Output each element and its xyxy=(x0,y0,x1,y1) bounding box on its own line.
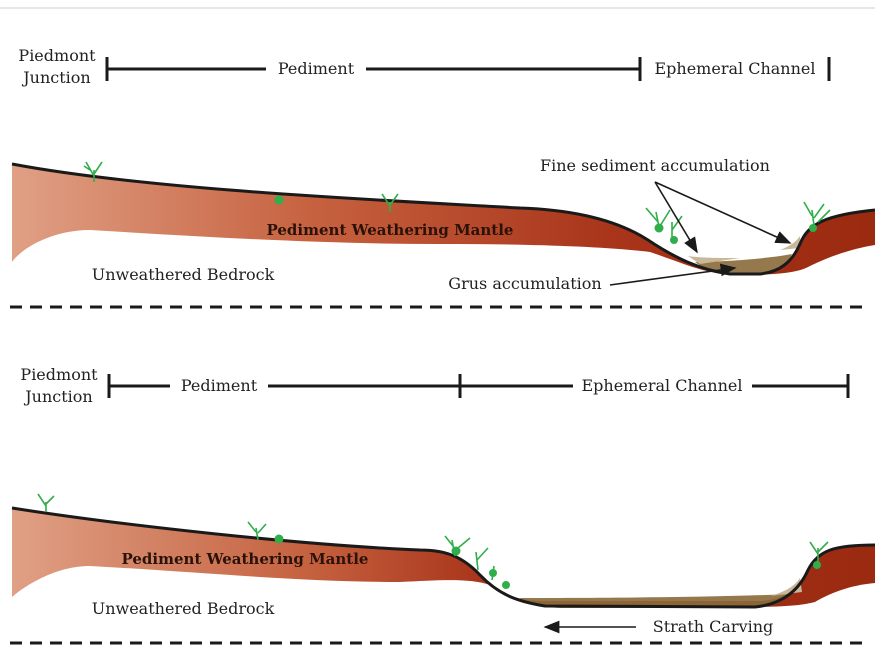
mantle-label-2: Pediment Weathering Mantle xyxy=(122,550,369,568)
ephemeral-channel-label: Ephemeral Channel xyxy=(654,59,815,78)
weathering-mantle-2 xyxy=(12,508,875,608)
shrub-icon xyxy=(83,161,831,240)
bush-icon xyxy=(274,195,817,244)
ephemeral-channel-label: Ephemeral Channel xyxy=(581,376,742,395)
cross-section-1: Pediment Weathering Mantle Unweathered B… xyxy=(11,156,875,293)
bedrock-label-1: Unweathered Bedrock xyxy=(92,265,275,284)
bush-icon xyxy=(274,534,821,589)
ground-surface-2 xyxy=(11,506,875,609)
mantle-label-1: Pediment Weathering Mantle xyxy=(267,221,514,239)
scale-bar-2: Piedmont Junction Pediment Ephemeral Cha… xyxy=(20,365,850,406)
cross-section-2: Pediment Weathering Mantle Unweathered B… xyxy=(11,493,875,636)
pediment-label: Pediment xyxy=(278,59,355,78)
piedmont-label-line1: Piedmont xyxy=(18,46,96,65)
piedmont-label-line1: Piedmont xyxy=(20,365,98,384)
grus-label: Grus accumulation xyxy=(448,274,601,293)
pediment-label: Pediment xyxy=(181,376,258,395)
piedmont-label-line2: Junction xyxy=(21,68,90,87)
scale-bar-1: Piedmont Junction Pediment Ephemeral Cha… xyxy=(18,46,831,87)
panel-1: Piedmont Junction Pediment Ephemeral Cha… xyxy=(10,46,875,309)
panel-2: Piedmont Junction Pediment Ephemeral Cha… xyxy=(10,365,875,645)
piedmont-label-line2: Junction xyxy=(23,387,92,406)
bedrock-label-2: Unweathered Bedrock xyxy=(92,599,275,618)
fine-sediment-fill xyxy=(688,236,800,264)
ground-surface-1 xyxy=(11,162,875,276)
fine-sediment-label: Fine sediment accumulation xyxy=(540,156,770,175)
strath-label: Strath Carving xyxy=(653,617,774,636)
strath-sediment-fill xyxy=(520,594,790,608)
